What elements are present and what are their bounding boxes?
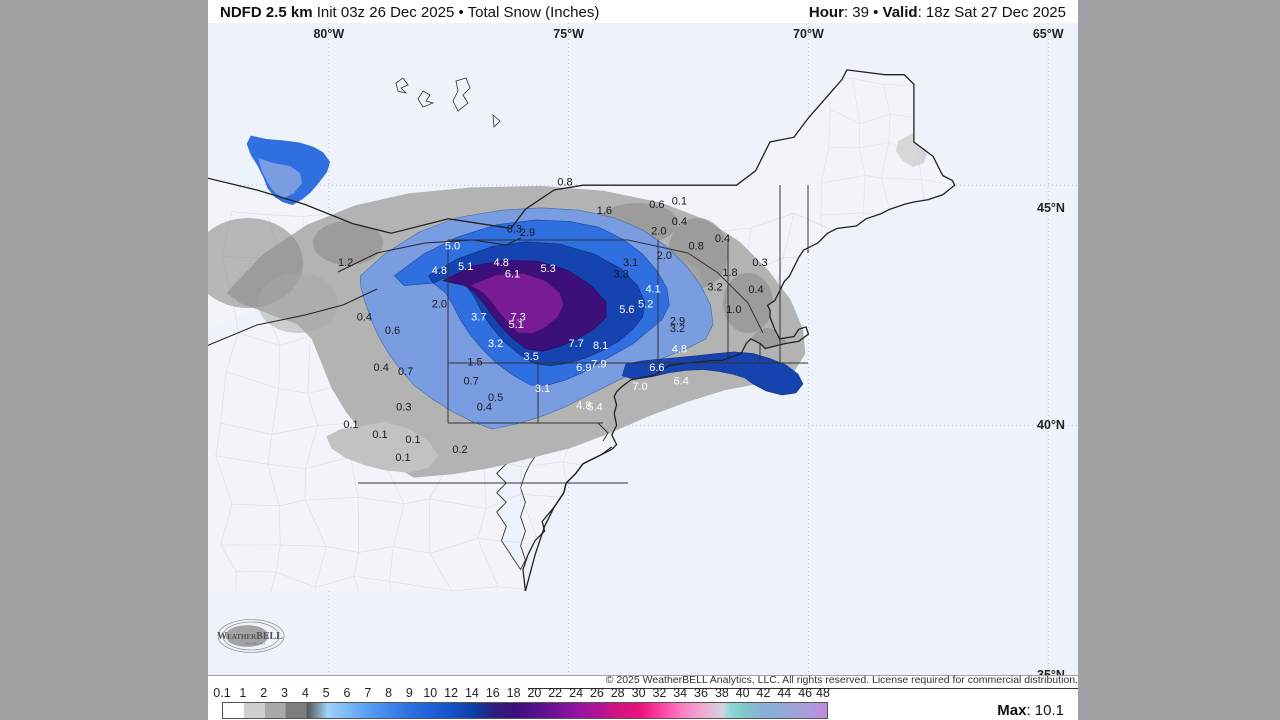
svg-text:0.6: 0.6 — [649, 199, 664, 211]
svg-text:0.7: 0.7 — [464, 375, 479, 387]
svg-text:6.6: 6.6 — [649, 362, 664, 374]
svg-text:WEATHERBELL: WEATHERBELL — [217, 631, 283, 642]
svg-text:ANALYTICS LLC: ANALYTICS LLC — [244, 643, 266, 646]
svg-text:5.6: 5.6 — [619, 304, 634, 316]
svg-text:7.9: 7.9 — [591, 359, 606, 371]
svg-text:5.1: 5.1 — [509, 319, 524, 331]
svg-text:7.0: 7.0 — [632, 381, 647, 393]
svg-text:0.8: 0.8 — [557, 177, 572, 189]
svg-text:0.1: 0.1 — [405, 434, 420, 446]
svg-text:0.7: 0.7 — [398, 366, 413, 378]
svg-text:3.2: 3.2 — [707, 282, 722, 294]
svg-text:6.9: 6.9 — [576, 362, 591, 374]
svg-text:4.8: 4.8 — [672, 344, 687, 356]
svg-text:5.2: 5.2 — [638, 299, 653, 311]
svg-text:0.6: 0.6 — [385, 325, 400, 337]
svg-text:5.0: 5.0 — [445, 240, 460, 252]
svg-text:2.0: 2.0 — [432, 299, 447, 311]
svg-text:1.6: 1.6 — [597, 205, 612, 217]
svg-text:0.1: 0.1 — [395, 452, 410, 464]
svg-text:8.1: 8.1 — [593, 340, 608, 352]
svg-text:0.1: 0.1 — [343, 419, 358, 431]
svg-text:5.3: 5.3 — [540, 263, 555, 275]
svg-text:1.5: 1.5 — [467, 357, 482, 369]
svg-text:1.0: 1.0 — [726, 304, 741, 316]
svg-text:1.8: 1.8 — [722, 267, 737, 279]
svg-text:4.8: 4.8 — [494, 257, 509, 269]
svg-text:0.3: 0.3 — [752, 257, 767, 269]
svg-text:0.4: 0.4 — [357, 312, 372, 324]
svg-text:2.0: 2.0 — [651, 225, 666, 237]
svg-text:6.1: 6.1 — [505, 269, 520, 281]
svg-text:3.1: 3.1 — [623, 257, 638, 269]
svg-text:5.1: 5.1 — [458, 261, 473, 273]
svg-text:0.1: 0.1 — [372, 429, 387, 441]
svg-text:1.2: 1.2 — [338, 257, 353, 269]
svg-text:3.5: 3.5 — [524, 351, 539, 363]
svg-text:2.0: 2.0 — [657, 250, 672, 262]
svg-text:4.8: 4.8 — [432, 265, 447, 277]
svg-text:3.7: 3.7 — [471, 312, 486, 324]
svg-text:3.1: 3.1 — [535, 383, 550, 395]
svg-text:3.2: 3.2 — [488, 338, 503, 350]
svg-text:0.3: 0.3 — [396, 402, 411, 414]
svg-text:0.2: 0.2 — [452, 444, 467, 456]
svg-text:0.4: 0.4 — [672, 216, 687, 228]
svg-text:3.3: 3.3 — [614, 269, 629, 281]
svg-text:0.8: 0.8 — [689, 240, 704, 252]
svg-text:0.1: 0.1 — [672, 195, 687, 207]
svg-text:4.1: 4.1 — [645, 284, 660, 296]
svg-text:7.7: 7.7 — [569, 338, 584, 350]
svg-text:3.2: 3.2 — [670, 323, 685, 335]
svg-text:2.9: 2.9 — [520, 227, 535, 239]
svg-text:0.4: 0.4 — [715, 233, 730, 245]
svg-text:6.4: 6.4 — [674, 375, 689, 387]
svg-text:0.4: 0.4 — [374, 362, 389, 374]
svg-text:0.4: 0.4 — [477, 402, 492, 414]
svg-text:0.4: 0.4 — [748, 284, 763, 296]
svg-text:5.4: 5.4 — [587, 402, 602, 414]
